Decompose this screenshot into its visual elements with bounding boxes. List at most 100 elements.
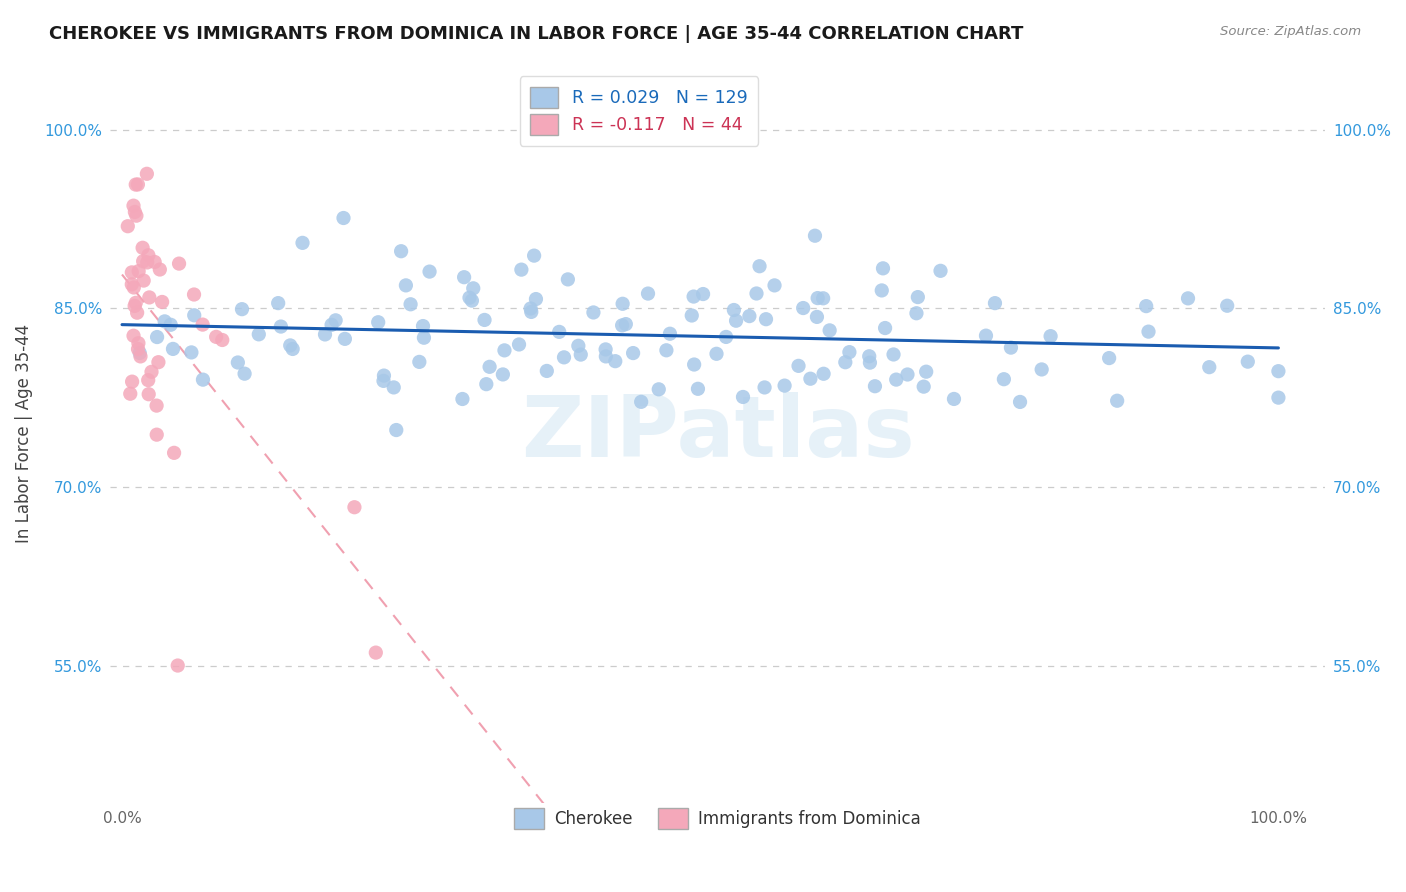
Point bbox=[811, 291, 834, 305]
Point bbox=[150, 295, 173, 310]
Point bbox=[519, 301, 541, 316]
Point bbox=[595, 350, 617, 364]
Point bbox=[569, 348, 592, 362]
Point bbox=[520, 305, 543, 319]
Point bbox=[163, 446, 186, 460]
Point bbox=[787, 359, 810, 373]
Point bbox=[325, 313, 347, 327]
Point bbox=[408, 355, 430, 369]
Point bbox=[127, 336, 149, 351]
Point bbox=[474, 313, 496, 327]
Point bbox=[125, 209, 148, 223]
Point bbox=[683, 358, 706, 372]
Point bbox=[458, 291, 481, 305]
Point bbox=[1177, 291, 1199, 305]
Point bbox=[389, 244, 412, 259]
Point bbox=[1198, 360, 1220, 375]
Point bbox=[117, 219, 139, 234]
Point bbox=[122, 199, 145, 213]
Point bbox=[399, 297, 422, 311]
Point bbox=[211, 333, 233, 347]
Point bbox=[291, 235, 314, 250]
Point bbox=[333, 332, 356, 346]
Point bbox=[912, 379, 935, 393]
Point bbox=[755, 312, 778, 326]
Point bbox=[314, 327, 336, 342]
Point bbox=[1216, 299, 1239, 313]
Point bbox=[536, 364, 558, 378]
Point bbox=[127, 178, 149, 192]
Point bbox=[1267, 391, 1289, 405]
Point bbox=[523, 249, 546, 263]
Point bbox=[838, 345, 860, 359]
Point bbox=[974, 328, 997, 343]
Point bbox=[863, 379, 886, 393]
Point bbox=[896, 368, 918, 382]
Point bbox=[658, 326, 681, 341]
Point bbox=[138, 387, 160, 401]
Point bbox=[595, 343, 617, 357]
Point bbox=[993, 372, 1015, 386]
Point bbox=[763, 278, 786, 293]
Point bbox=[508, 337, 530, 351]
Point bbox=[582, 305, 605, 319]
Point bbox=[135, 167, 157, 181]
Point bbox=[183, 287, 205, 301]
Point bbox=[806, 310, 828, 324]
Point bbox=[128, 264, 150, 278]
Point bbox=[799, 372, 821, 386]
Point bbox=[373, 374, 395, 388]
Point bbox=[145, 399, 167, 413]
Point bbox=[180, 345, 202, 359]
Point bbox=[1039, 329, 1062, 343]
Point bbox=[792, 301, 814, 315]
Point bbox=[804, 228, 827, 243]
Point bbox=[621, 346, 644, 360]
Point bbox=[706, 347, 728, 361]
Point bbox=[343, 500, 366, 515]
Point bbox=[884, 373, 907, 387]
Point bbox=[120, 386, 142, 401]
Point bbox=[183, 308, 205, 322]
Point bbox=[681, 309, 703, 323]
Point bbox=[682, 289, 704, 303]
Y-axis label: In Labor Force | Age 35-44: In Labor Force | Age 35-44 bbox=[15, 324, 32, 543]
Point bbox=[637, 286, 659, 301]
Point bbox=[524, 292, 547, 306]
Point bbox=[548, 325, 571, 339]
Point bbox=[136, 373, 159, 387]
Point bbox=[907, 290, 929, 304]
Point bbox=[149, 262, 172, 277]
Point bbox=[419, 264, 441, 278]
Point bbox=[233, 367, 256, 381]
Point bbox=[883, 347, 905, 361]
Text: ZIPatlas: ZIPatlas bbox=[520, 392, 914, 475]
Point bbox=[191, 373, 214, 387]
Point bbox=[655, 343, 678, 358]
Point bbox=[129, 350, 152, 364]
Point bbox=[492, 368, 515, 382]
Point bbox=[167, 257, 190, 271]
Point bbox=[138, 248, 160, 262]
Point bbox=[1098, 351, 1121, 365]
Point bbox=[413, 331, 436, 345]
Point bbox=[166, 658, 188, 673]
Point bbox=[141, 365, 163, 379]
Point bbox=[738, 309, 761, 323]
Point bbox=[132, 254, 155, 268]
Point bbox=[553, 351, 575, 365]
Point bbox=[453, 270, 475, 285]
Point bbox=[463, 281, 485, 295]
Point bbox=[321, 318, 343, 332]
Point bbox=[875, 321, 897, 335]
Legend: Cherokee, Immigrants from Dominica: Cherokee, Immigrants from Dominica bbox=[508, 802, 928, 835]
Point bbox=[382, 380, 405, 394]
Point bbox=[610, 318, 633, 333]
Point bbox=[153, 314, 176, 328]
Point bbox=[385, 423, 408, 437]
Point bbox=[124, 205, 146, 219]
Point bbox=[364, 646, 387, 660]
Point bbox=[1000, 341, 1022, 355]
Point bbox=[943, 392, 966, 406]
Text: Source: ZipAtlas.com: Source: ZipAtlas.com bbox=[1220, 25, 1361, 38]
